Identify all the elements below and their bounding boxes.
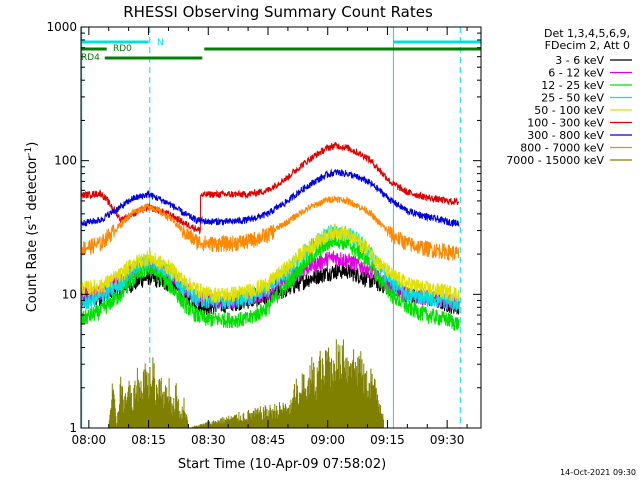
legend: Det 1,3,4,5,6,9,FDecim 2, Att 0 3 - 6 keV… [506,27,632,167]
legend-entry-label: 800 - 7000 keV [520,142,604,155]
chart-title: RHESSI Observing Summary Count Rates [123,3,433,21]
status-label-rd0: RD0 [113,44,132,54]
y-tick-label: 1000 [46,20,77,34]
y-axis-label-sup1: -1 [24,215,34,224]
status-label-rd4: RD4 [81,53,100,63]
legend-entry-label: 300 - 800 keV [527,129,604,142]
footer-timestamp: 14-Oct-2021 09:30 [560,468,636,477]
y-axis-label-main: Count Rate (s [25,224,40,313]
series-line-8 [108,339,384,428]
legend-header-line: FDecim 2, Att 0 [545,39,630,52]
x-tick-label: 09:00 [310,433,345,447]
series-line-2 [81,231,460,332]
y-tick-label: 1 [69,421,77,435]
y-axis-label-sup2: -1 [24,147,34,156]
legend-entry-label: 12 - 25 keV [541,79,604,92]
y-axis-label-end: ) [25,142,40,147]
x-tick-label: 08:45 [251,433,286,447]
series-line-7 [81,195,460,262]
y-axis-label-mid: detector [25,155,40,215]
y-tick-label: 10 [62,287,77,301]
x-tick-label: 09:30 [430,433,465,447]
x-tick-label: 08:30 [191,433,226,447]
series-line-5 [81,142,460,236]
legend-entry-label: 50 - 100 keV [534,104,604,117]
legend-header-line: Det 1,3,4,5,6,9, [544,27,630,40]
legend-entry-label: 3 - 6 keV [555,54,604,67]
y-axis-label: Count Rate (s-1 detector-1) [24,142,40,313]
x-axis-label: Start Time (10-Apr-09 07:58:02) [178,457,386,472]
legend-entry-label: 100 - 300 keV [527,117,604,130]
y-tick-label: 100 [54,154,77,168]
legend-entry-label: 25 - 50 keV [541,92,604,105]
x-tick-label: 08:15 [131,433,166,447]
series-line-4 [81,223,460,303]
plot-frame [80,26,482,429]
legend-entry-label: 7000 - 15000 keV [506,154,604,167]
status-label-n: N [157,38,164,48]
series-line-6 [81,168,460,228]
legend-entry-label: 6 - 12 keV [548,67,604,80]
x-tick-label: 08:00 [72,433,107,447]
x-tick-label: 09:15 [370,433,405,447]
